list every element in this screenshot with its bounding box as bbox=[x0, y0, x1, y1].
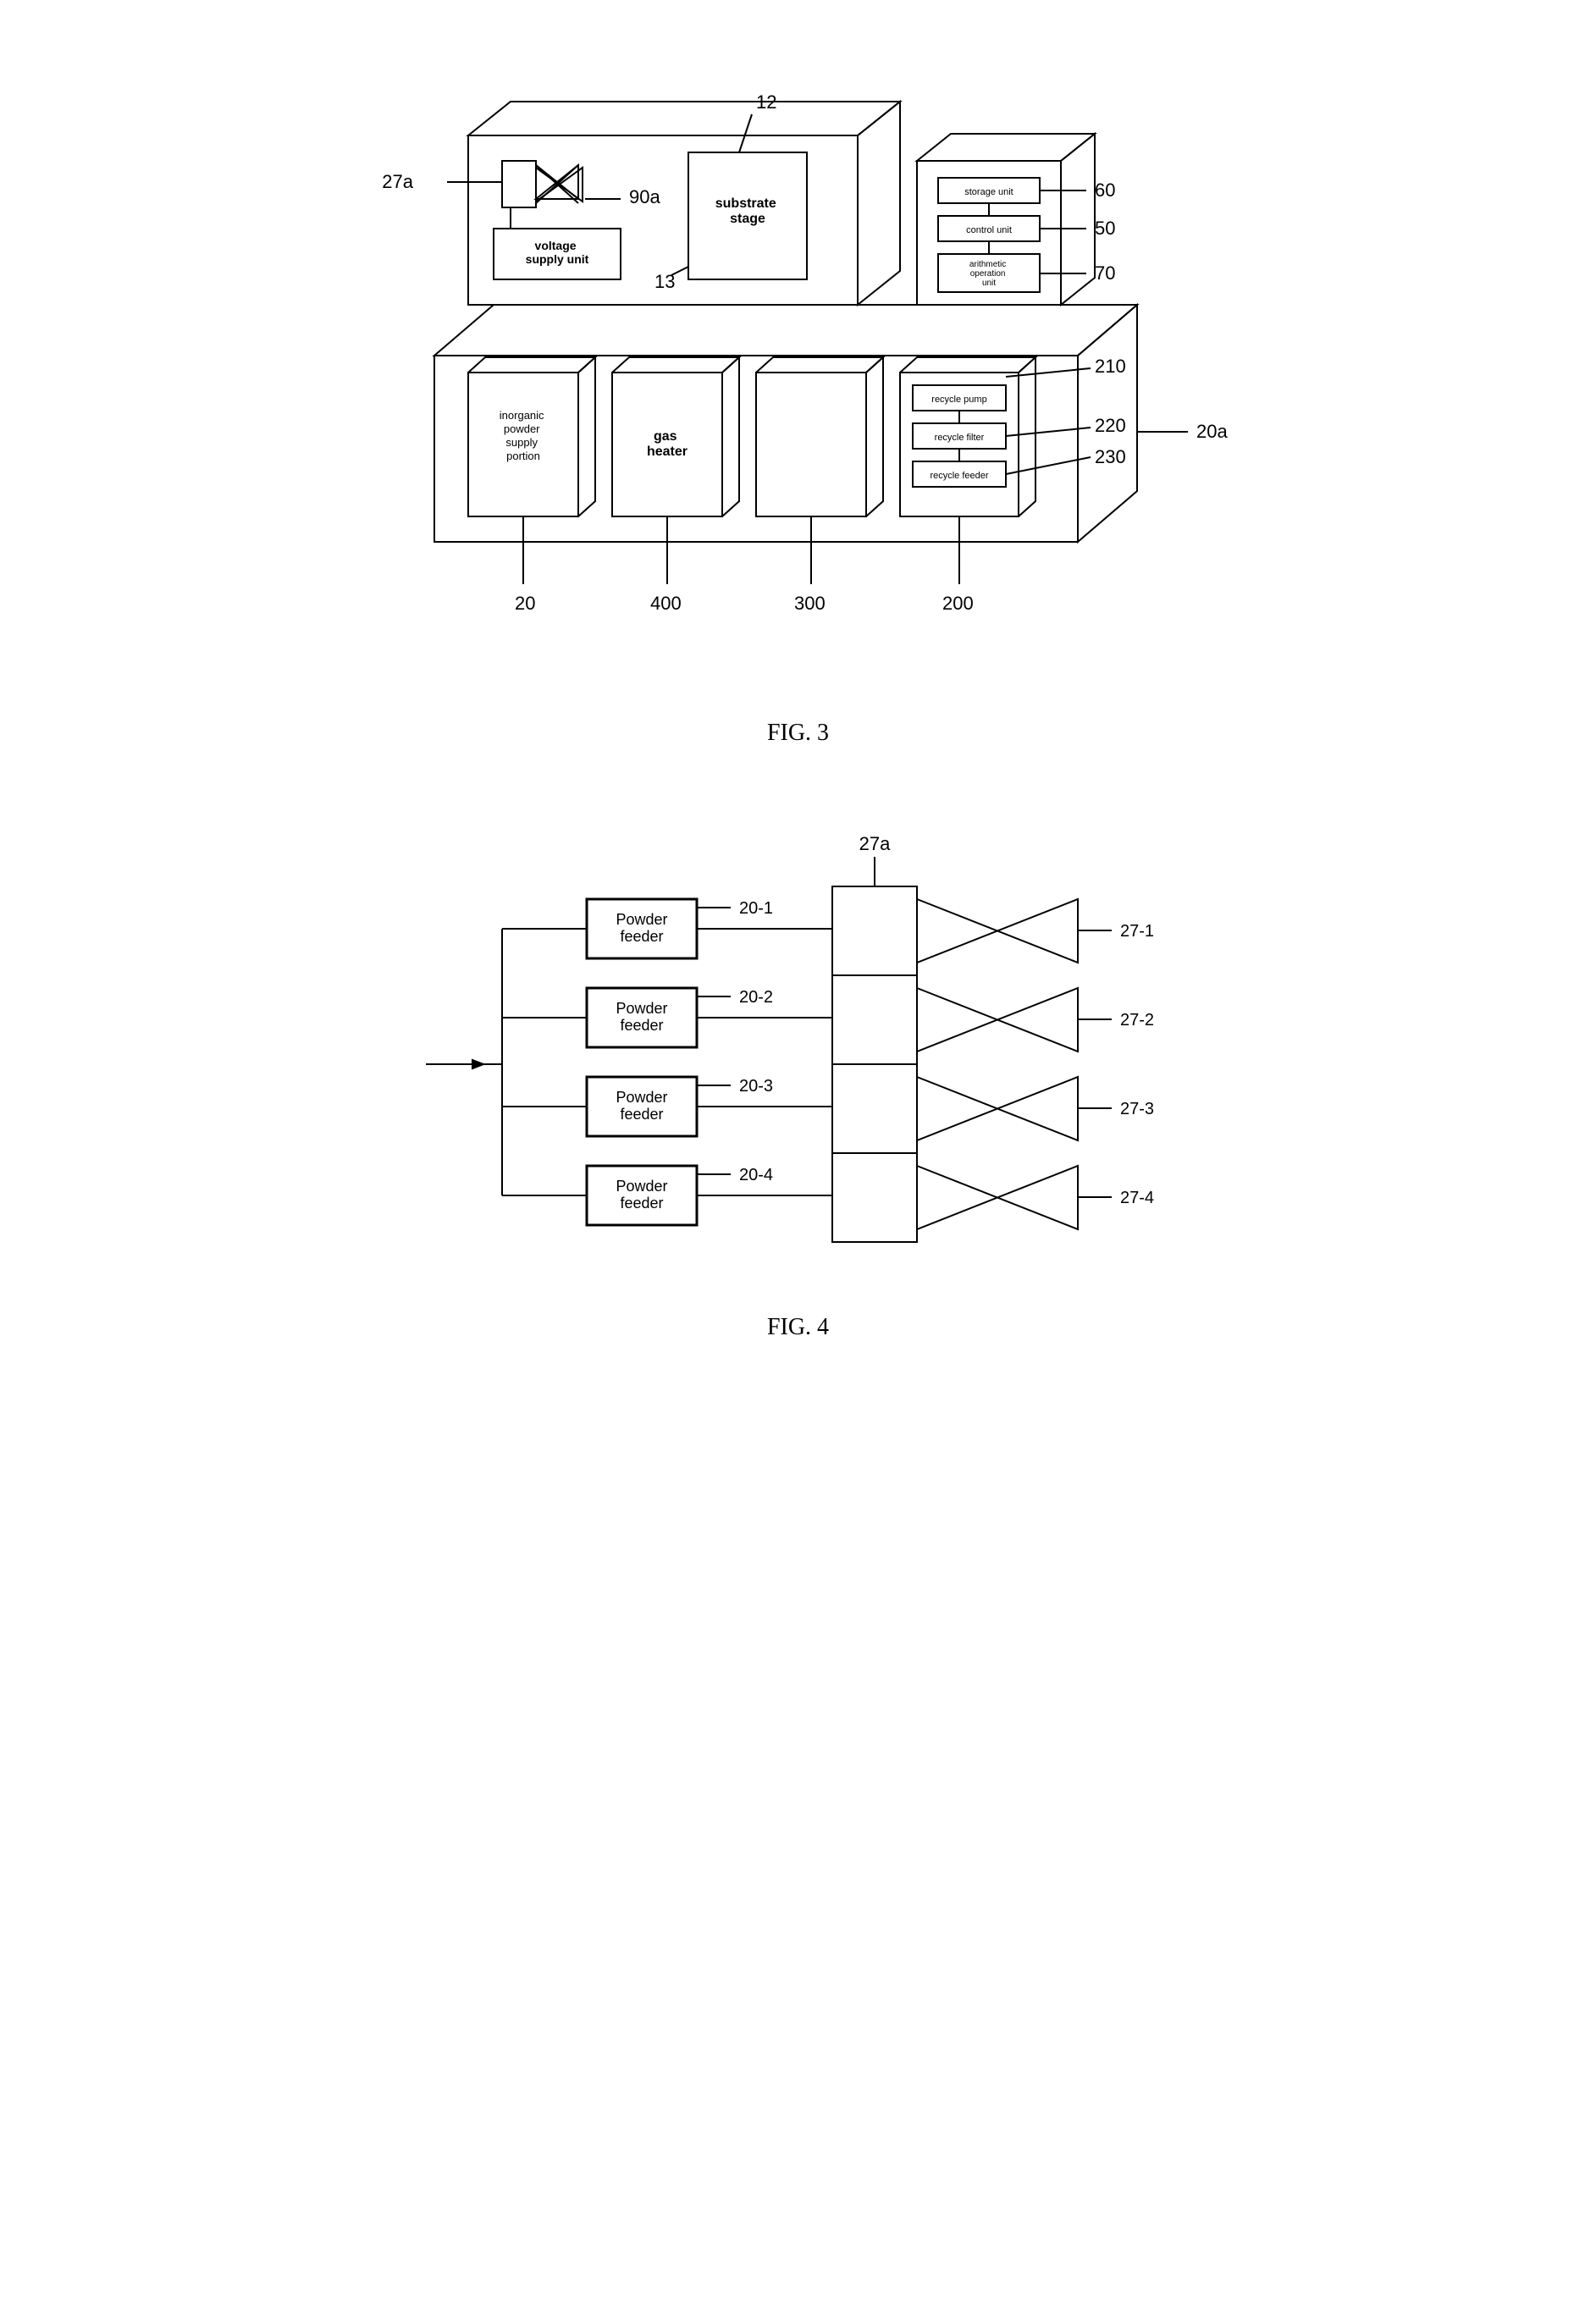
label-27a: 27a bbox=[382, 171, 413, 192]
label-20a: 20a bbox=[1196, 421, 1228, 442]
feeder-3: Powderfeeder bbox=[616, 1089, 667, 1123]
label-90a: 90a bbox=[629, 186, 660, 207]
box-substrate-stage: substrate stage bbox=[715, 196, 779, 226]
label-27-4: 27-4 bbox=[1120, 1189, 1154, 1207]
fig4-caption: FIG. 4 bbox=[290, 1314, 1306, 1341]
box-recycle-pump: recycle pump bbox=[931, 395, 986, 405]
feeder-1: Powderfeeder bbox=[616, 911, 667, 945]
label-200: 200 bbox=[942, 593, 974, 614]
label-20-2: 20-2 bbox=[739, 988, 773, 1007]
label-210: 210 bbox=[1095, 356, 1126, 377]
feeder-2: Powderfeeder bbox=[616, 1000, 667, 1034]
label-20-3: 20-3 bbox=[739, 1077, 773, 1096]
box-storage-unit: storage unit bbox=[964, 187, 1013, 197]
box-voltage-supply: voltage supply unit bbox=[525, 239, 588, 266]
figure-3: 27a 90a 13 12 60 50 70 210 220 230 20a 2… bbox=[290, 34, 1306, 747]
label-20-1: 20-1 bbox=[739, 899, 773, 918]
fig3-caption: FIG. 3 bbox=[290, 720, 1306, 747]
label-27-2: 27-2 bbox=[1120, 1011, 1154, 1030]
label-220: 220 bbox=[1095, 415, 1126, 436]
box-control-unit: control unit bbox=[966, 225, 1012, 235]
label-13: 13 bbox=[654, 271, 675, 292]
box-inorganic: inorganic powder supply portion bbox=[499, 409, 546, 462]
label-20: 20 bbox=[515, 593, 535, 614]
box-arith-unit: arithmetic operation unit bbox=[969, 260, 1008, 288]
label-400: 400 bbox=[650, 593, 682, 614]
label-20-4: 20-4 bbox=[739, 1166, 773, 1184]
box-gas-heater: gas heater bbox=[646, 429, 687, 459]
label-50: 50 bbox=[1095, 218, 1115, 239]
label-12: 12 bbox=[756, 91, 776, 113]
label-70: 70 bbox=[1095, 262, 1115, 284]
box-recycle-feeder: recycle feeder bbox=[930, 471, 988, 481]
label-230: 230 bbox=[1095, 446, 1126, 467]
label-300: 300 bbox=[794, 593, 826, 614]
label-27a-f4: 27a bbox=[859, 833, 890, 854]
fig4-svg: 27a 20-1 20-2 20-3 20-4 27-1 27-2 27-3 2… bbox=[375, 814, 1222, 1289]
feeder-4: Powderfeeder bbox=[616, 1178, 667, 1212]
label-60: 60 bbox=[1095, 179, 1115, 201]
label-27-1: 27-1 bbox=[1120, 922, 1154, 941]
label-27-3: 27-3 bbox=[1120, 1100, 1154, 1118]
fig3-svg: 27a 90a 13 12 60 50 70 210 220 230 20a 2… bbox=[333, 34, 1264, 694]
figure-4: 27a 20-1 20-2 20-3 20-4 27-1 27-2 27-3 2… bbox=[290, 814, 1306, 1341]
box-recycle-filter: recycle filter bbox=[934, 433, 984, 443]
